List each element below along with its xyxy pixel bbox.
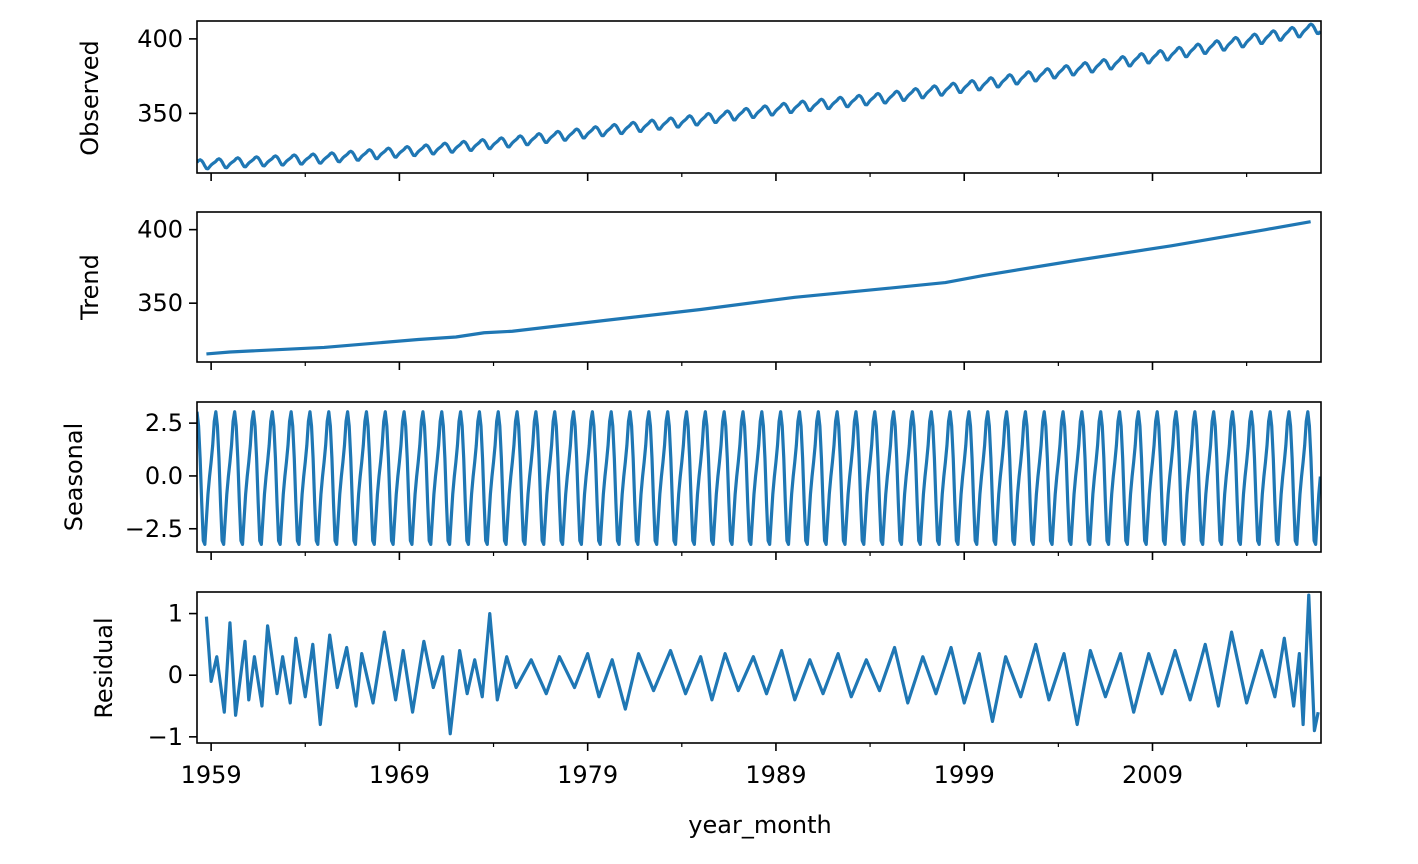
x-tick-label: 1999 (934, 761, 995, 789)
series-line-trend (206, 220, 1311, 356)
ylabel-trend: Trend (76, 254, 104, 321)
axes-frame-observed (196, 20, 1322, 174)
ylabel-observed: Observed (76, 40, 104, 155)
x-tick-label: 2009 (1122, 761, 1183, 789)
y-tick-label: 350 (137, 289, 183, 317)
panel-trend: Trend 350 400 (76, 211, 1322, 370)
y-tick-label: 400 (137, 25, 183, 53)
y-tick-label: 0 (168, 661, 183, 689)
y-tick-label: 2.5 (145, 409, 183, 437)
panel-seasonal: Seasonal −2.5 0.0 2.5 (60, 401, 1322, 560)
axes-frame-residual (196, 591, 1322, 744)
ylabel-residual: Residual (90, 617, 118, 718)
x-tick-label: 1979 (557, 761, 618, 789)
series-line-seasonal (197, 410, 1321, 546)
axes-frame-seasonal (196, 401, 1322, 553)
panel-observed: Observed 350 400 (76, 20, 1322, 181)
y-tick-label: 1 (168, 600, 183, 628)
series-line-residual (204, 593, 1320, 736)
axes-frame-trend (196, 211, 1322, 363)
ylabel-seasonal: Seasonal (60, 423, 88, 531)
panel-residual: Residual −1 0 1 1959 1969 1979 1989 1999 2009 (90, 591, 1322, 789)
x-tick-label: 1969 (369, 761, 430, 789)
y-tick-label: 400 (137, 216, 183, 244)
series-line-observed (197, 22, 1321, 171)
x-tick-label: 1959 (181, 761, 242, 789)
y-tick-label: 350 (137, 99, 183, 127)
xlabel: year_month (688, 811, 831, 839)
y-tick-label: −1 (148, 723, 183, 751)
y-tick-label: −2.5 (125, 515, 183, 543)
y-tick-label: 0.0 (145, 462, 183, 490)
x-tick-label: 1989 (745, 761, 806, 789)
